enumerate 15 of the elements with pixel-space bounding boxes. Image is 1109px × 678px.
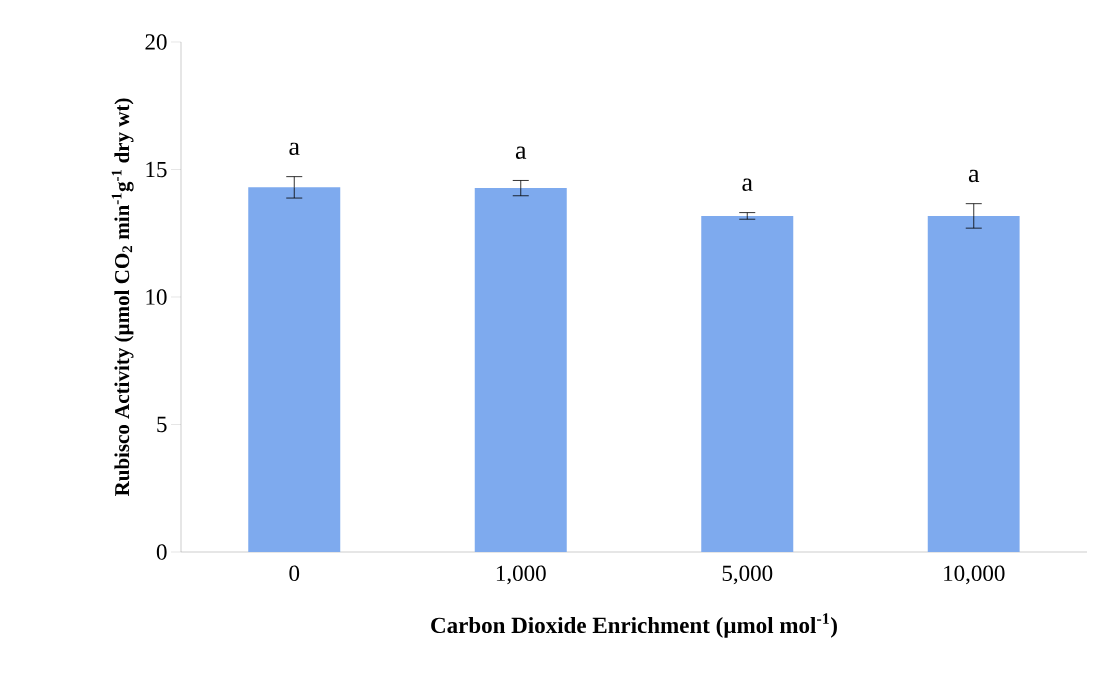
annotation: a [968,169,980,183]
y-tick-label: 5 [157,416,167,433]
y-tick-label: 0 [156,544,167,560]
x-tick-label: 5,000 [722,565,773,585]
x-tick-label: 10,000 [944,565,1005,585]
x-tick-label: 0 [289,565,300,582]
y-axis-title: Rubisco Activity (µmol CO$_{2}$ min$^{-1}$g$^{-1}$ dry wt) [111,98,134,497]
annotation: a [515,146,527,159]
x-tick-label: 1,000 [496,565,546,585]
annotation: a [742,178,753,192]
y-tick-label: 15 [146,161,167,178]
y-tick-label: 10 [146,289,167,305]
y-tick-label: 20 [145,34,167,50]
x-axis-title: Carbon Dioxide Enrichment (µmol mol$^{-1}$) [431,613,837,638]
annotation: a [289,142,300,156]
